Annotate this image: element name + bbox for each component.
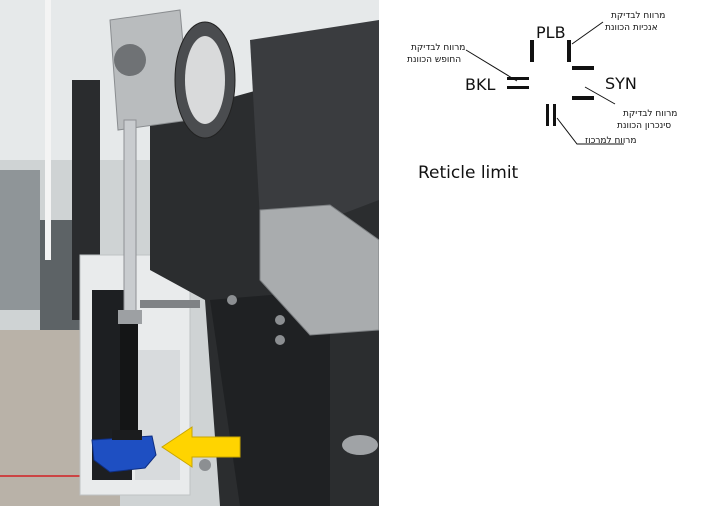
machine-head [250,20,379,230]
reticle-bar-right-top [572,66,594,70]
background-cabinet [0,170,40,310]
label-plb: PLB [536,23,566,42]
callout-line-plb [572,22,603,44]
reticle-bar-left-bottom [507,86,529,89]
callout-bkl-line1: מרווח לבדיקת [411,43,465,53]
callout-bkl-line2: החופש הכוונת [407,55,461,65]
side-rod [140,300,200,308]
reticle-bar-top-left [530,40,534,62]
reticle-bar-right-bottom [572,96,594,100]
label-syn: SYN [605,74,637,93]
background-pipe [45,0,51,260]
rod-clamp [118,310,142,324]
reticle-bar-bottom-left [546,104,549,126]
label-bkl: BKL [465,75,495,94]
mechanism-photo [0,0,379,506]
bolt [275,315,285,325]
callout-syn-line1: מרווח לבדיקת [623,109,677,119]
vertical-rod [124,120,136,320]
reticle-bar-top-right [567,40,571,62]
reticle-limit-title: Reticle limit [418,163,518,183]
callout-plb-line1: מרווח לבדיקת [611,11,665,21]
bolt [227,295,237,305]
reticle-diagram: PLB BKL SYN מרווח לבדיקת אנכיות הכוונת מ… [379,0,707,506]
knob-collar [112,430,142,440]
callout-plb-line2: אנכיות הכוונת [605,23,658,33]
bolt [199,459,211,471]
bolt [275,335,285,345]
mount-hole [114,44,146,76]
dial-face [185,36,225,124]
callout-center: מרווח למרכוז [585,136,636,146]
reticle-bar-bottom-right [553,104,556,126]
cylinder-part [342,435,378,455]
callout-syn-line2: סינכרון הכוונת [617,121,671,131]
rod-lower-sleeve [120,324,138,434]
